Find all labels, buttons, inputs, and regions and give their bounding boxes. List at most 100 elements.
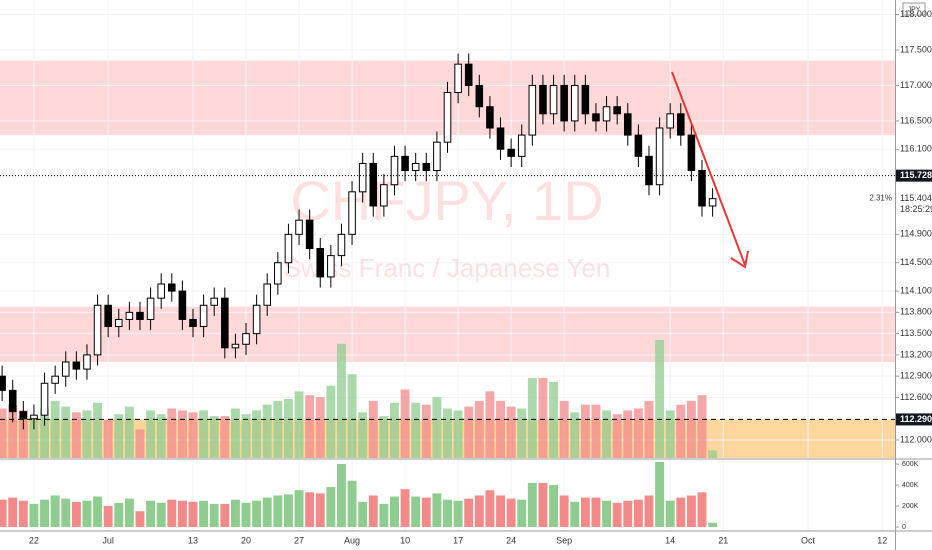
volume-overlay-bar <box>580 404 590 458</box>
volume-bar <box>177 500 187 527</box>
volume-bar <box>368 495 378 527</box>
x-tick-label: 27 <box>294 535 304 545</box>
candle-body <box>411 162 420 172</box>
candle-body <box>136 311 144 320</box>
volume-bar <box>517 499 527 527</box>
candle-body <box>422 162 431 172</box>
candle-body <box>146 297 155 320</box>
volume-bar <box>496 495 505 527</box>
volume-bar <box>326 487 336 527</box>
volume-overlay-bar <box>114 414 124 458</box>
y-tick-label: 113.500 <box>900 328 932 338</box>
candle-body <box>549 84 558 115</box>
volume-bar <box>82 500 92 527</box>
level-label-box <box>896 413 932 426</box>
volume-overlay-bar <box>135 429 145 458</box>
candle-body <box>623 113 632 136</box>
candle-body <box>242 333 250 345</box>
volume-overlay-bar <box>8 404 18 458</box>
volume-overlay-bar <box>61 406 71 458</box>
candle-body <box>72 361 81 370</box>
volume-overlay-bar <box>71 412 81 458</box>
volume-bar <box>644 495 654 527</box>
volume-overlay-bar <box>368 400 378 458</box>
candle-body <box>284 233 293 264</box>
volume-overlay-bar <box>644 400 654 458</box>
candle-body <box>263 283 272 306</box>
volume-bar <box>188 501 198 527</box>
volume-overlay-bar <box>432 397 442 458</box>
volume-bar <box>230 499 240 527</box>
volume-pane <box>0 461 718 527</box>
volume-overlay-bar <box>220 416 230 458</box>
candle-body <box>337 233 346 257</box>
levels <box>0 175 895 420</box>
volume-overlay-bar <box>209 416 219 458</box>
volume-overlay-bar <box>305 395 315 458</box>
trend-arrow <box>671 71 746 266</box>
level-label: 115.728 <box>900 170 932 180</box>
volume-bar <box>665 500 675 527</box>
volume-overlay-bar <box>347 374 357 458</box>
candle-body <box>125 311 134 320</box>
candle-body <box>560 84 568 122</box>
candle-body <box>199 304 208 328</box>
candle-body <box>634 134 643 157</box>
x-tick-label: 13 <box>188 535 198 545</box>
volume-overlay-bar <box>379 416 389 458</box>
y-tick-label: 113.200 <box>900 349 932 359</box>
volume-bar <box>580 497 590 527</box>
watermark-name: Swiss Franc / Japanese Yen <box>284 253 611 283</box>
level-label-box <box>896 169 932 182</box>
volume-bar <box>570 501 580 527</box>
volume-bar <box>453 500 463 527</box>
volume-bar <box>220 503 230 527</box>
candle-body <box>655 127 664 186</box>
candle-body <box>231 343 240 349</box>
volume-bar <box>315 493 325 527</box>
change-label: 2.31% <box>869 194 892 203</box>
candle-body <box>61 361 70 377</box>
volume-bar <box>443 499 452 527</box>
last-price-box <box>896 192 932 217</box>
volume-bar <box>61 498 71 527</box>
volume-bar <box>273 495 283 527</box>
candle-body <box>168 283 176 292</box>
volume-overlay-bar <box>570 412 580 458</box>
volume-bar <box>337 463 346 527</box>
x-tick-label: 14 <box>665 535 675 545</box>
x-tick-label: Aug <box>344 535 360 545</box>
volume-overlay-bar <box>29 416 39 458</box>
volume-bar <box>0 499 7 527</box>
volume-bar <box>708 522 718 527</box>
volume-overlay-bar <box>686 400 696 458</box>
y-tick-label: 114.500 <box>900 257 932 267</box>
volume-tick-label: 400K <box>902 482 919 489</box>
candle-body <box>358 162 367 193</box>
candle-body <box>40 382 49 416</box>
candle-body <box>687 134 696 172</box>
candle-body <box>539 84 547 115</box>
currency-box <box>902 2 926 16</box>
candle-body <box>570 84 579 122</box>
volume-overlay-bar <box>199 410 209 458</box>
volume-bar <box>655 461 665 527</box>
volume-bar <box>474 495 484 527</box>
volume-bar <box>283 494 293 527</box>
volume-bar <box>135 511 145 527</box>
volume-bar <box>8 497 18 527</box>
volume-overlay-bar <box>527 378 537 458</box>
x-tick-label: 24 <box>506 535 516 545</box>
volume-bar <box>686 495 696 527</box>
volume-bar <box>506 498 516 527</box>
volume-bar <box>538 482 548 527</box>
volume-overlay-bar <box>273 400 283 458</box>
volume-overlay-bar <box>591 404 601 458</box>
candle-body <box>221 297 229 349</box>
y-tick-label: 118.000 <box>900 9 932 19</box>
volume-bar <box>485 490 495 527</box>
volume-overlay-bar <box>358 412 368 458</box>
volume-bar <box>623 500 633 527</box>
x-tick-label: 17 <box>453 535 463 545</box>
